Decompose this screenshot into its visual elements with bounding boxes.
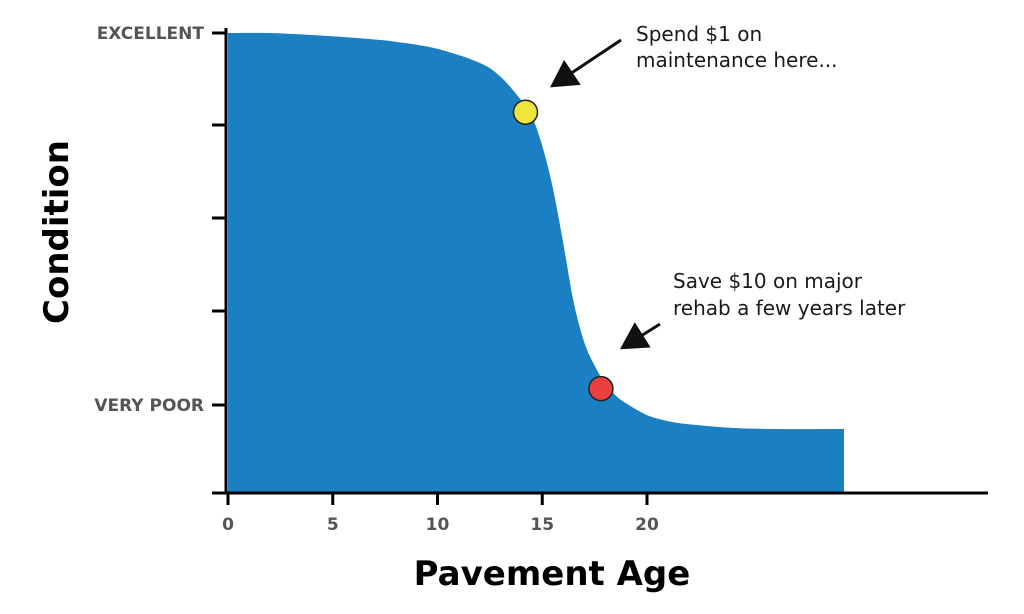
markers [512, 99, 614, 402]
y-top-label: EXCELLENT [97, 24, 205, 44]
y-bottom-label: VERY POOR [94, 396, 204, 416]
condition-area [228, 32, 844, 493]
rehab-point [588, 375, 614, 402]
y-axis-title: Condition [37, 140, 77, 324]
annotation-maintenance-line-1: Spend $1 on [636, 22, 762, 46]
x-tick-label: 20 [635, 515, 659, 535]
y-ticks [212, 31, 226, 407]
annotation-maintenance-line-2: maintenance here... [636, 48, 838, 72]
axes [212, 28, 988, 495]
maintenance-point [512, 99, 539, 125]
annotation-rehab-line-2: rehab a few years later [673, 296, 906, 320]
x-tick-label: 5 [327, 515, 339, 535]
x-tick-label: 15 [530, 515, 554, 535]
x-ticks: 0 5 10 15 20 [222, 493, 659, 535]
annotation-rehab-arrow [619, 322, 661, 350]
x-tick-label: 0 [222, 515, 234, 535]
annotation-rehab-line-1: Save $10 on major [673, 269, 863, 293]
annotation-rehab: Save $10 on major rehab a few years late… [619, 269, 906, 350]
x-axis-title: Pavement Age [414, 554, 691, 594]
annotation-maintenance: Spend $1 on maintenance here... [550, 22, 838, 88]
x-tick-label: 10 [426, 515, 450, 535]
annotation-maintenance-arrow [550, 38, 622, 88]
